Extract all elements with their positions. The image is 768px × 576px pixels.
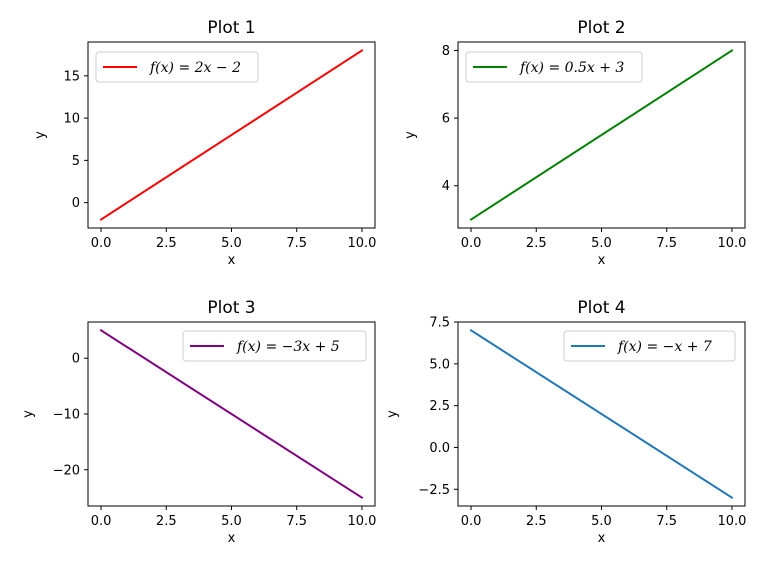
y-axis-label: y bbox=[21, 410, 36, 418]
subplot-3: Plot 3 0.0 2.5 5.0 7.5 10.0 0 −10 −20 x y f(x) = −3… bbox=[21, 298, 376, 546]
y-tick-label: 5.0 bbox=[429, 357, 450, 372]
legend-box bbox=[95, 51, 259, 83]
x-tick-label: 5.0 bbox=[591, 236, 612, 251]
y-axis-label: y bbox=[403, 131, 418, 139]
y-tick-label: 6 bbox=[442, 112, 450, 127]
y-axis-label: y bbox=[385, 410, 400, 418]
legend: f(x) = 2x − 2 bbox=[95, 51, 259, 83]
legend-box bbox=[563, 330, 736, 362]
subplot-1: Plot 1 0.0 2.5 5.0 7.5 10.0 0 5 10 15 x y f(x) = 2x … bbox=[33, 18, 376, 268]
y-tick-label: 10 bbox=[63, 112, 80, 127]
legend-entry: f(x) = −3x + 5 bbox=[236, 339, 340, 355]
x-tick-label: 7.5 bbox=[286, 236, 307, 251]
legend-box bbox=[465, 51, 643, 83]
subplot-4: Plot 4 0.0 2.5 5.0 7.5 10.0 7.5 5.0 2.5 0.0 −2.5 x y… bbox=[385, 298, 746, 546]
chart-title: Plot 2 bbox=[577, 18, 625, 38]
x-tick-label: 5.0 bbox=[221, 236, 242, 251]
y-tick-label: 4 bbox=[442, 179, 450, 194]
x-tick-label: 10.0 bbox=[347, 236, 376, 251]
legend-entry: f(x) = 0.5x + 3 bbox=[519, 60, 624, 76]
series-line bbox=[99, 328, 364, 500]
legend: f(x) = −3x + 5 bbox=[182, 330, 367, 362]
y-tick-label: −10 bbox=[53, 408, 80, 423]
y-tick-label: 0 bbox=[72, 352, 80, 367]
x-tick-label: 10.0 bbox=[717, 236, 746, 251]
y-tick-label: 0 bbox=[72, 196, 80, 211]
y-tick-label: 2.5 bbox=[429, 399, 450, 414]
x-axis-label: x bbox=[598, 531, 606, 546]
y-tick-label: 15 bbox=[63, 69, 80, 84]
y-tick-label: 7.5 bbox=[429, 316, 450, 331]
chart-title: Plot 1 bbox=[207, 18, 255, 38]
x-tick-label: 5.0 bbox=[591, 514, 612, 529]
y-tick-label: −2.5 bbox=[418, 483, 450, 498]
x-tick-label: 7.5 bbox=[656, 236, 677, 251]
x-tick-label: 2.5 bbox=[156, 236, 177, 251]
series-line bbox=[469, 49, 734, 221]
legend: f(x) = −x + 7 bbox=[563, 330, 736, 362]
x-tick-label: 2.5 bbox=[526, 514, 547, 529]
x-tick-label: 0.0 bbox=[461, 514, 482, 529]
x-tick-label: 2.5 bbox=[526, 236, 547, 251]
x-tick-label: 0.0 bbox=[461, 236, 482, 251]
y-tick-label: 8 bbox=[442, 44, 450, 59]
y-axis-label: y bbox=[33, 131, 48, 139]
legend-entry: f(x) = 2x − 2 bbox=[149, 60, 241, 76]
x-axis-label: x bbox=[598, 253, 606, 268]
y-tick-label: 5 bbox=[72, 154, 80, 169]
x-tick-label: 0.0 bbox=[91, 236, 112, 251]
x-tick-label: 7.5 bbox=[286, 514, 307, 529]
series-line bbox=[469, 328, 734, 500]
legend: f(x) = 0.5x + 3 bbox=[465, 51, 643, 83]
legend-box bbox=[182, 330, 367, 362]
y-tick-label: −20 bbox=[53, 463, 80, 478]
x-tick-label: 10.0 bbox=[347, 514, 376, 529]
series-line bbox=[99, 49, 364, 221]
y-tick-label: 0.0 bbox=[429, 441, 450, 456]
x-tick-label: 0.0 bbox=[91, 514, 112, 529]
subplot-2: Plot 2 0.0 2.5 5.0 7.5 10.0 4 6 8 x y f(x) = 0.5x +… bbox=[403, 18, 746, 268]
x-tick-label: 5.0 bbox=[221, 514, 242, 529]
x-tick-label: 10.0 bbox=[717, 514, 746, 529]
x-tick-label: 7.5 bbox=[656, 514, 677, 529]
legend-entry: f(x) = −x + 7 bbox=[617, 339, 712, 355]
x-axis-label: x bbox=[228, 531, 236, 546]
chart-title: Plot 4 bbox=[577, 298, 625, 318]
x-axis-label: x bbox=[228, 253, 236, 268]
chart-title: Plot 3 bbox=[207, 298, 255, 318]
x-tick-label: 2.5 bbox=[156, 514, 177, 529]
